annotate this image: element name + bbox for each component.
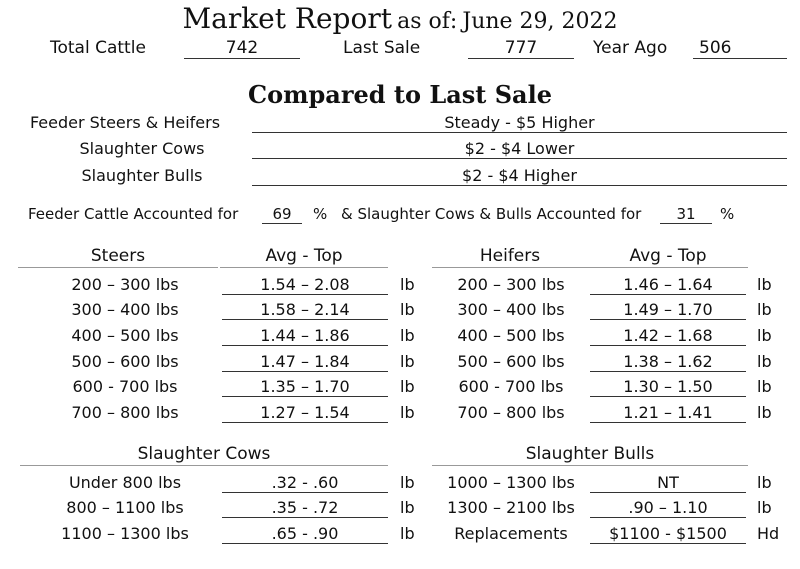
slaughter-cows-price-2: .65 - .90: [222, 524, 388, 544]
heifers-weight-0: 200 – 300 lbs: [457, 275, 565, 294]
slaughter-cows-weight-1: 800 – 1100 lbs: [66, 498, 184, 517]
steers-weight-2: 400 – 500 lbs: [71, 326, 179, 345]
heifers-unit-3: lb: [757, 352, 772, 371]
heifers-unit-5: lb: [757, 403, 772, 422]
feeder-accounted-label: Feeder Cattle Accounted for: [28, 205, 239, 223]
steers-weight-4: 600 - 700 lbs: [72, 377, 178, 396]
total-cattle-label: Total Cattle: [50, 38, 146, 58]
compared-value-feeder: Steady - $5 Higher: [252, 113, 787, 133]
steers-weight-3: 500 – 600 lbs: [71, 352, 179, 371]
slaughter-pct-sign: %: [720, 205, 735, 223]
heifers-weight-4: 600 - 700 lbs: [458, 377, 564, 396]
heifers-unit-2: lb: [757, 326, 772, 345]
steers-unit-2: lb: [400, 326, 415, 345]
feeder-pct-sign: %: [313, 205, 328, 223]
heifers-unit-4: lb: [757, 377, 772, 396]
heifers-price-5: 1.21 – 1.41: [590, 403, 746, 423]
compared-label-cows: Slaughter Cows: [79, 139, 205, 158]
steers-price-1: 1.58 – 2.14: [222, 300, 388, 320]
slaughter-accounted-value: 31: [660, 205, 712, 224]
slaughter-cows-header: Slaughter Cows: [20, 444, 388, 466]
steers-weight-0: 200 – 300 lbs: [71, 275, 179, 294]
slaughter-cows-unit-1: lb: [400, 498, 415, 517]
slaughter-cows-price-1: .35 - .72: [222, 498, 388, 518]
heifers-weight-5: 700 – 800 lbs: [457, 403, 565, 422]
slaughter-bulls-price-2: $1100 - $1500: [590, 524, 746, 544]
as-of-label: as of:: [397, 9, 458, 34]
steers-avg-top-header: Avg - Top: [220, 246, 388, 268]
last-sale-label: Last Sale: [343, 38, 421, 58]
slaughter-bulls-price-0: NT: [590, 473, 746, 493]
steers-price-4: 1.35 – 1.70: [222, 377, 388, 397]
slaughter-bulls-price-1: .90 – 1.10: [590, 498, 746, 518]
steers-weight-1: 300 – 400 lbs: [71, 300, 179, 319]
steers-price-5: 1.27 – 1.54: [222, 403, 388, 423]
page-title: Market Report as of: June 29, 2022: [0, 2, 800, 35]
last-sale-value: 777: [468, 38, 574, 59]
heifers-unit-1: lb: [757, 300, 772, 319]
year-ago-value: 506: [693, 38, 787, 59]
heifers-price-4: 1.30 – 1.50: [590, 377, 746, 397]
heifers-weight-3: 500 – 600 lbs: [457, 352, 565, 371]
slaughter-cows-unit-0: lb: [400, 473, 415, 492]
slaughter-accounted-label: & Slaughter Cows & Bulls Accounted for: [341, 205, 642, 223]
steers-unit-5: lb: [400, 403, 415, 422]
slaughter-bulls-weight-2: Replacements: [454, 524, 568, 543]
feeder-accounted-value: 69: [262, 205, 302, 224]
slaughter-bulls-weight-0: 1000 – 1300 lbs: [447, 473, 575, 492]
slaughter-bulls-weight-1: 1300 – 2100 lbs: [447, 498, 575, 517]
compared-label-feeder: Feeder Steers & Heifers: [29, 113, 221, 132]
steers-weight-5: 700 – 800 lbs: [71, 403, 179, 422]
compared-section-title: Compared to Last Sale: [248, 80, 552, 109]
heifers-price-0: 1.46 – 1.64: [590, 275, 746, 295]
compared-value-bulls: $2 - $4 Higher: [252, 166, 787, 186]
steers-unit-3: lb: [400, 352, 415, 371]
report-title: Market Report: [182, 2, 392, 35]
heifers-weight-1: 300 – 400 lbs: [457, 300, 565, 319]
heifers-weight-2: 400 – 500 lbs: [457, 326, 565, 345]
steers-unit-1: lb: [400, 300, 415, 319]
total-cattle-value: 742: [184, 38, 300, 59]
heifers-avg-top-header: Avg - Top: [588, 246, 748, 268]
slaughter-bulls-unit-2: Hd: [757, 524, 780, 543]
slaughter-cows-weight-0: Under 800 lbs: [68, 473, 182, 492]
compared-label-bulls: Slaughter Bulls: [81, 166, 203, 185]
steers-unit-4: lb: [400, 377, 415, 396]
slaughter-cows-price-0: .32 - .60: [222, 473, 388, 493]
report-date: June 29, 2022: [462, 9, 618, 34]
heifers-price-3: 1.38 – 1.62: [590, 352, 746, 372]
steers-price-2: 1.44 – 1.86: [222, 326, 388, 346]
slaughter-cows-weight-2: 1100 – 1300 lbs: [61, 524, 189, 543]
heifers-header: Heifers: [432, 246, 588, 268]
steers-price-3: 1.47 – 1.84: [222, 352, 388, 372]
steers-header: Steers: [18, 246, 218, 268]
heifers-price-2: 1.42 – 1.68: [590, 326, 746, 346]
year-ago-label: Year Ago: [593, 38, 668, 58]
slaughter-cows-unit-2: lb: [400, 524, 415, 543]
slaughter-bulls-header: Slaughter Bulls: [432, 444, 748, 466]
heifers-unit-0: lb: [757, 275, 772, 294]
steers-unit-0: lb: [400, 275, 415, 294]
heifers-price-1: 1.49 – 1.70: [590, 300, 746, 320]
steers-price-0: 1.54 – 2.08: [222, 275, 388, 295]
slaughter-bulls-unit-1: lb: [757, 498, 772, 517]
compared-value-cows: $2 - $4 Lower: [252, 139, 787, 159]
slaughter-bulls-unit-0: lb: [757, 473, 772, 492]
